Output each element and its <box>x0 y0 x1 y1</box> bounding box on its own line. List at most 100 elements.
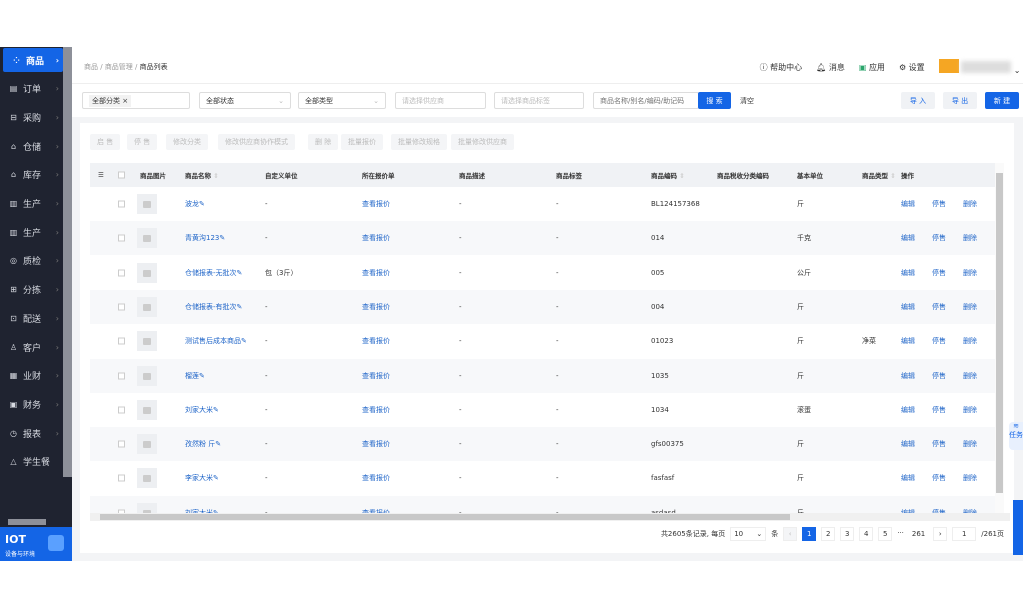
edit-pencil-icon[interactable]: ✎ <box>213 508 219 513</box>
edit-pencil-icon[interactable]: ✎ <box>236 268 243 277</box>
next-page-button[interactable]: › <box>933 527 948 541</box>
sort-icon[interactable]: ⇕ <box>679 172 685 180</box>
edit-pencil-icon[interactable]: ✎ <box>213 474 219 483</box>
sidebar-item[interactable]: ▥ 生产 › <box>0 220 63 244</box>
row-checkbox[interactable] <box>118 372 125 379</box>
select-all-checkbox[interactable] <box>118 171 125 179</box>
toolbar-button[interactable]: 停 售 <box>127 134 158 150</box>
edit-button[interactable]: 编辑 <box>901 508 915 513</box>
product-name-link[interactable]: 孜然粉 斤✎ <box>185 439 221 449</box>
page-button[interactable]: 261 <box>911 530 926 538</box>
tag-select[interactable]: 请选择商品标签 <box>494 92 584 109</box>
product-name-link[interactable]: 李家大米✎ <box>185 473 219 483</box>
delete-button[interactable]: 删除 <box>963 234 977 243</box>
sidebar-item[interactable]: ⌂ 库存 › <box>0 163 63 187</box>
row-checkbox[interactable] <box>118 406 125 414</box>
help-button[interactable]: ⓘ 帮助中心 <box>760 62 803 73</box>
product-name-link[interactable]: 测试售后成本商品✎ <box>185 336 247 346</box>
sidebar-item[interactable]: ▥ 生产 › <box>0 192 63 216</box>
page-button[interactable]: 1 <box>802 527 817 541</box>
row-checkbox[interactable] <box>118 234 125 242</box>
page-button[interactable]: 2 <box>821 527 836 541</box>
row-checkbox[interactable] <box>118 269 125 277</box>
edit-pencil-icon[interactable]: ✎ <box>199 200 205 208</box>
row-checkbox[interactable] <box>118 337 125 345</box>
create-button[interactable]: 新 建 <box>985 92 1019 109</box>
search-button[interactable]: 搜 索 <box>698 92 731 109</box>
import-button[interactable]: 导 入 <box>901 92 935 109</box>
row-checkbox[interactable] <box>118 200 125 208</box>
edit-pencil-icon[interactable]: ✎ <box>213 405 219 414</box>
sidebar-item[interactable]: ◎ 质检 › <box>0 249 63 273</box>
task-float-button[interactable]: ≋ 任务 <box>1009 422 1023 450</box>
settings-button[interactable]: ⚙ 设置 <box>899 62 925 73</box>
page-jump-input[interactable]: 1 <box>952 527 977 541</box>
sidebar-item[interactable]: ⊟ 采购 › <box>0 105 63 129</box>
support-float-button[interactable] <box>1013 500 1023 555</box>
sidebar-item[interactable]: ⁘ 商品 › <box>3 48 63 72</box>
sidebar-item[interactable]: ⌂ 仓储 › <box>0 134 63 158</box>
edit-button[interactable]: 编辑 <box>901 405 915 414</box>
stop-sale-button[interactable]: 停售 <box>932 337 946 346</box>
toolbar-button[interactable]: 删 除 <box>308 134 339 150</box>
user-menu[interactable]: ⌄ <box>938 59 1023 75</box>
edit-button[interactable]: 编辑 <box>901 302 915 311</box>
row-checkbox[interactable] <box>118 474 125 482</box>
search-input[interactable] <box>593 92 699 109</box>
clear-button[interactable]: 清空 <box>740 96 754 105</box>
stop-sale-button[interactable]: 停售 <box>932 440 946 449</box>
stop-sale-button[interactable]: 停售 <box>932 234 946 243</box>
apps-button[interactable]: ▣ 应用 <box>859 62 885 73</box>
edit-button[interactable]: 编辑 <box>901 268 915 277</box>
sidebar-item[interactable]: ♙ 客户 › <box>0 335 63 359</box>
prev-page-button[interactable]: ‹ <box>783 527 798 541</box>
sidebar-item[interactable]: ▦ 业财 › <box>0 364 63 388</box>
column-settings-icon[interactable]: ☰ <box>98 171 104 179</box>
sort-icon[interactable]: ⇕ <box>890 172 896 180</box>
view-quote-link[interactable]: 查看报价 <box>362 337 390 346</box>
edit-pencil-icon[interactable]: ✎ <box>199 371 205 380</box>
type-select[interactable]: 全部类型 ⌄ <box>298 92 386 109</box>
sidebar-item[interactable]: ▣ 财务 › <box>0 392 63 416</box>
product-name-link[interactable]: 榴莲✎ <box>185 371 205 381</box>
sidebar-item[interactable]: ⊡ 配送 › <box>0 306 63 330</box>
row-checkbox[interactable] <box>118 440 125 448</box>
sidebar-horizontal-scrollbar[interactable] <box>0 517 72 527</box>
stop-sale-button[interactable]: 停售 <box>932 200 946 208</box>
breadcrumb-item[interactable]: 商品管理 <box>104 63 133 71</box>
row-checkbox[interactable] <box>118 303 125 311</box>
sort-icon[interactable]: ⇕ <box>213 172 219 180</box>
column-header[interactable]: 商品类型 ⇕ <box>862 170 896 180</box>
edit-button[interactable]: 编辑 <box>901 440 915 449</box>
breadcrumb-item[interactable]: 商品 <box>84 63 98 71</box>
delete-button[interactable]: 删除 <box>963 200 977 208</box>
product-name-link[interactable]: 仓储报表-无批次✎ <box>185 268 242 278</box>
delete-button[interactable]: 删除 <box>963 268 977 277</box>
view-quote-link[interactable]: 查看报价 <box>362 405 390 414</box>
stop-sale-button[interactable]: 停售 <box>932 405 946 414</box>
delete-button[interactable]: 删除 <box>963 508 977 513</box>
toolbar-button[interactable]: 批量修改供应商 <box>451 134 514 150</box>
stop-sale-button[interactable]: 停售 <box>932 474 946 483</box>
view-quote-link[interactable]: 查看报价 <box>362 371 390 380</box>
view-quote-link[interactable]: 查看报价 <box>362 440 390 449</box>
page-button[interactable]: 4 <box>859 527 874 541</box>
sidebar-item[interactable]: ▤ 订单 › <box>0 77 63 101</box>
status-select[interactable]: 全部状态 ⌄ <box>199 92 291 109</box>
stop-sale-button[interactable]: 停售 <box>932 371 946 380</box>
column-header[interactable]: 商品名称 ⇕ <box>185 170 219 180</box>
product-name-link[interactable]: 青黄沟123✎ <box>185 233 225 243</box>
view-quote-link[interactable]: 查看报价 <box>362 200 390 208</box>
view-quote-link[interactable]: 查看报价 <box>362 508 390 513</box>
export-button[interactable]: 导 出 <box>943 92 977 109</box>
product-name-link[interactable]: 波龙✎ <box>185 199 205 209</box>
stop-sale-button[interactable]: 停售 <box>932 302 946 311</box>
edit-button[interactable]: 编辑 <box>901 337 915 346</box>
delete-button[interactable]: 删除 <box>963 474 977 483</box>
view-quote-link[interactable]: 查看报价 <box>362 474 390 483</box>
messages-button[interactable]: 🔔︎ 消息 <box>816 62 845 73</box>
iot-banner[interactable]: IOT 设备与环境 <box>0 527 72 561</box>
page-button[interactable]: 3 <box>840 527 855 541</box>
delete-button[interactable]: 删除 <box>963 337 977 346</box>
toolbar-button[interactable]: 批量报价 <box>341 134 383 150</box>
